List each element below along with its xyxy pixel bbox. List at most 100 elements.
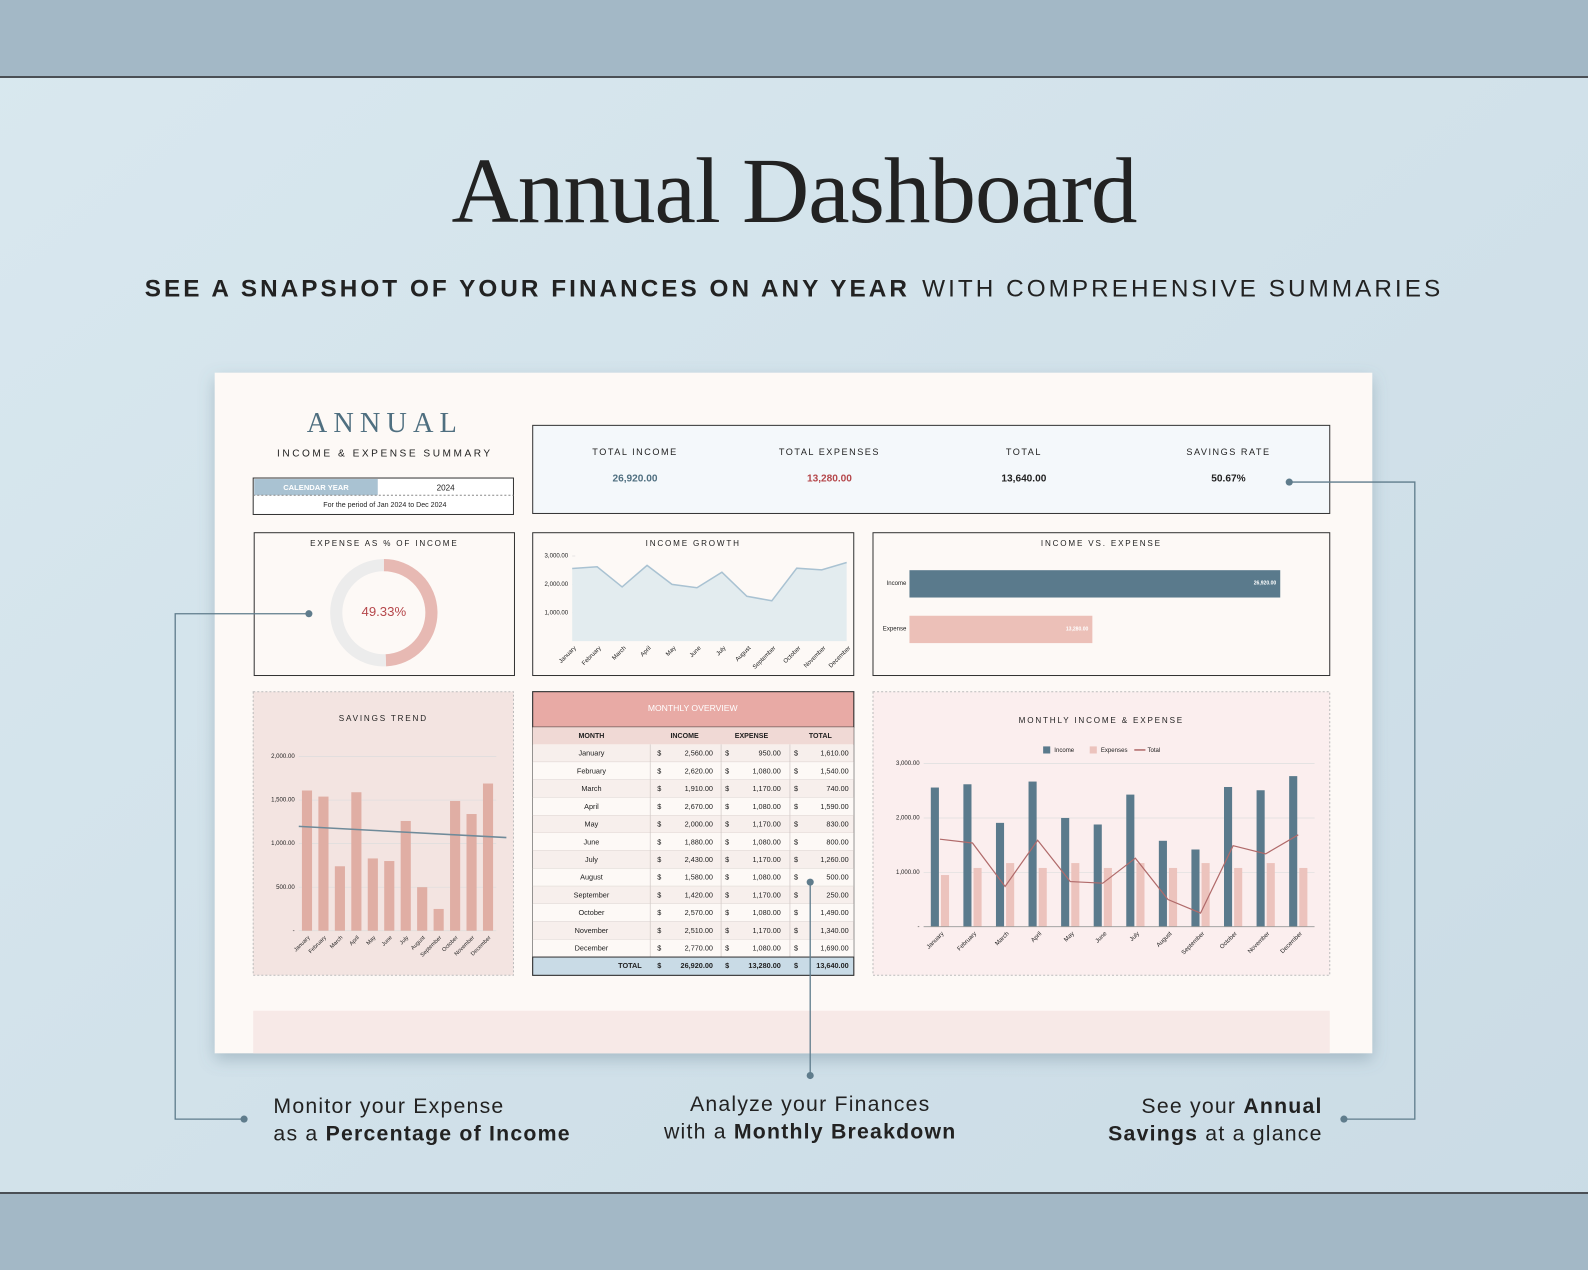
table-cell: June (584, 837, 600, 846)
callout-run: Analyze your Finances (690, 1092, 930, 1116)
currency-sign: $ (725, 926, 729, 935)
currency-sign: $ (794, 890, 798, 899)
table-cell: 2,770.00 (685, 944, 713, 953)
chart-panel (872, 532, 1331, 677)
bar (450, 800, 461, 931)
calendar-label: CALENDAR YEAR (283, 483, 349, 492)
bar (1158, 840, 1167, 927)
bar (1289, 776, 1298, 927)
donut-segment (383, 559, 438, 667)
calendar-label-cell (254, 479, 378, 496)
kpi-label: TOTAL INCOME (592, 447, 677, 457)
page-title: Annual Dashboard (452, 140, 1137, 243)
currency-sign: $ (794, 908, 798, 917)
dashboard-subheading: INCOME & EXPENSE SUMMARY (277, 448, 493, 459)
currency-sign: $ (657, 873, 661, 882)
table-cell: 2,430.00 (685, 855, 713, 864)
bar (466, 814, 477, 931)
currency-sign: $ (657, 820, 661, 829)
table-row (532, 832, 854, 851)
table-cell: 1,170.00 (752, 926, 780, 935)
currency-sign: $ (657, 766, 661, 775)
bar (1071, 863, 1080, 927)
callout-text: with a Monthly Breakdown (663, 1119, 956, 1143)
table-cell: 1,170.00 (752, 890, 780, 899)
table-cell: 1,340.00 (820, 926, 848, 935)
bar (1006, 863, 1015, 927)
table-cell: October (578, 908, 604, 917)
callout-text: Analyze your Finances (690, 1092, 930, 1116)
kpi-label: SAVINGS RATE (1186, 447, 1270, 457)
table-cell: 830.00 (826, 820, 848, 829)
currency-sign: $ (657, 961, 661, 970)
bar (301, 790, 313, 931)
column-header: EXPENSE (735, 732, 769, 740)
table-total-row (532, 956, 855, 976)
y-tick-label: 1,500.00 (271, 798, 295, 804)
bar (1093, 824, 1102, 927)
currency-sign: $ (657, 890, 661, 899)
table-cell: March (581, 784, 601, 793)
connector-dot (806, 1072, 814, 1080)
bar (1234, 867, 1243, 927)
calendar-period: For the period of Jan 2024 to Dec 2024 (323, 501, 446, 509)
table-cell: 1,260.00 (820, 855, 848, 864)
table-cell: 2,000.00 (685, 820, 713, 829)
table-row (532, 939, 854, 958)
value-label: 26,920.00 (1254, 581, 1277, 587)
bar (909, 615, 1093, 644)
table-cell: 2,560.00 (685, 749, 713, 758)
bar (433, 908, 444, 931)
table-header-row (532, 727, 854, 745)
table-cell: 26,920.00 (681, 961, 713, 970)
table-cell: 1,580.00 (685, 873, 713, 882)
callout-run: as a (273, 1121, 325, 1145)
donut-segment (330, 559, 387, 667)
currency-sign: $ (794, 837, 798, 846)
category-label: Expense (883, 627, 907, 633)
bar (963, 784, 972, 927)
table-cell: 1,540.00 (820, 766, 848, 775)
kpi-panel (532, 424, 1331, 514)
currency-sign: $ (725, 944, 729, 953)
chart-title: MONTHLY INCOME & EXPENSE (1019, 716, 1184, 725)
bar (1136, 863, 1145, 927)
bar (1266, 863, 1275, 927)
table-cell: 800.00 (826, 837, 848, 846)
bar (1103, 867, 1112, 927)
table-cell: 1,080.00 (752, 873, 780, 882)
table-title-bar (532, 691, 855, 728)
callout-run: Monitor your Expense (273, 1094, 504, 1118)
line (939, 834, 1299, 914)
table-row (532, 850, 854, 869)
donut-center-label: 49.33% (362, 604, 407, 619)
bar (1191, 849, 1200, 927)
connector-dot (806, 878, 814, 886)
table-cell: August (580, 873, 603, 882)
callout-text: as a Percentage of Income (273, 1121, 570, 1145)
calendar-year: 2024 (437, 483, 456, 492)
kpi-value: 50.67% (1211, 474, 1245, 485)
legend-label: Income (1054, 748, 1075, 754)
y-tick-label: 500.00 (276, 885, 295, 891)
currency-sign: $ (657, 784, 661, 793)
table-row (532, 779, 854, 798)
currency-sign: $ (657, 944, 661, 953)
legend-swatch (1089, 746, 1097, 754)
calendar-box (252, 477, 514, 515)
bar (367, 858, 378, 931)
callout-run: Annual (1243, 1094, 1322, 1118)
connector-dot (240, 1115, 248, 1123)
table-cell: 1,590.00 (820, 802, 848, 811)
subtitle-rest: WITH COMPREHENSIVE SUMMARIES (922, 276, 1443, 303)
table-cell: July (585, 855, 598, 864)
connector-dot (1340, 1115, 1348, 1123)
table-cell: 950.00 (759, 749, 781, 758)
callout-run: Monthly Breakdown (734, 1119, 957, 1143)
table-row (532, 886, 854, 904)
callout-text: See your Annual (1141, 1094, 1322, 1118)
table-cell: November (575, 926, 609, 935)
y-tick-label: 1,000.00 (896, 870, 920, 876)
table-cell: 1,080.00 (752, 802, 780, 811)
